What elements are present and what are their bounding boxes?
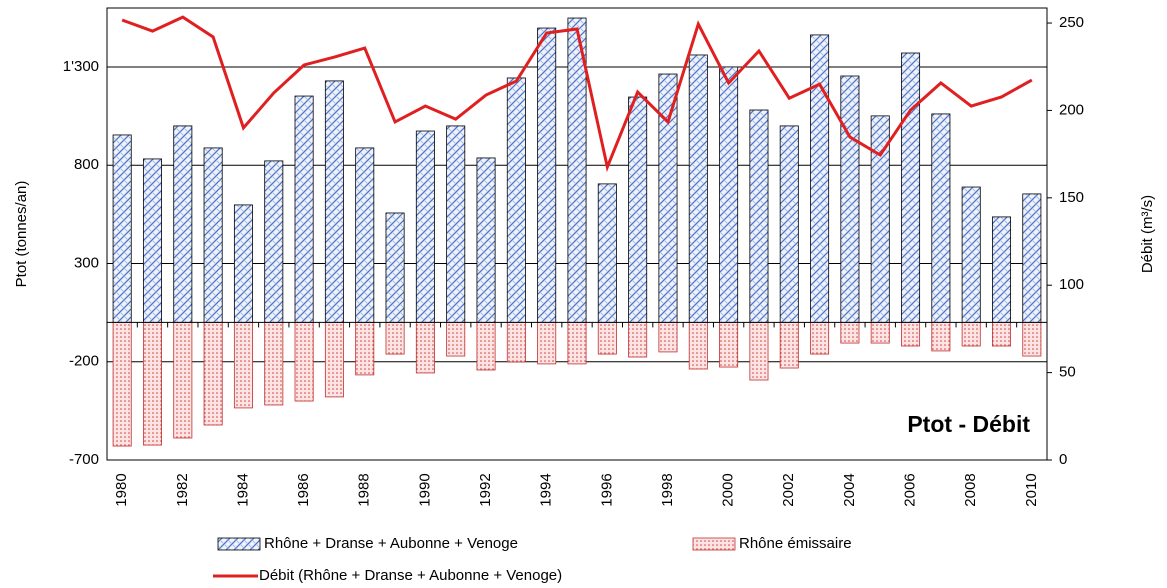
x-tick-label: 1984	[234, 473, 251, 506]
bar	[810, 34, 830, 323]
bar	[961, 186, 981, 323]
y2-tick-label: 250	[1059, 14, 1084, 31]
x-tick-label: 1998	[659, 473, 676, 506]
bar	[142, 322, 162, 446]
bar	[597, 183, 617, 323]
plot-frame	[106, 7, 1048, 461]
bar	[264, 160, 284, 323]
y-tick-label: -200	[69, 353, 99, 370]
bar	[628, 96, 648, 323]
x-tick-label: 2002	[780, 473, 797, 506]
line	[121, 15, 1033, 173]
bar	[173, 125, 193, 323]
bar	[446, 322, 466, 357]
bar	[233, 322, 253, 409]
bar	[719, 322, 739, 368]
bar	[779, 125, 799, 323]
bar	[597, 322, 617, 355]
bar	[749, 109, 769, 323]
chart-title: Ptot - Débit	[907, 411, 1030, 437]
y2-tick-label: 200	[1059, 101, 1084, 118]
x-tick-label: 1980	[113, 473, 130, 506]
bar	[840, 322, 860, 344]
bar	[749, 322, 769, 381]
legend-label: Débit (Rhône + Dranse + Aubonne + Venoge…	[259, 567, 562, 584]
bar	[506, 322, 526, 363]
bar	[294, 322, 314, 402]
bar	[264, 322, 284, 406]
bar	[142, 158, 162, 323]
bar	[355, 147, 375, 323]
x-tick-label: 2010	[1023, 473, 1040, 506]
y2-axis-label: Débit (m³/s)	[1139, 195, 1156, 273]
y-tick-label: 300	[74, 254, 99, 271]
x-tick-label: 1986	[295, 473, 312, 506]
bar	[658, 73, 678, 323]
bar	[992, 322, 1012, 347]
y-tick-label: -700	[69, 451, 99, 468]
bar	[1022, 193, 1042, 323]
bar	[446, 125, 466, 323]
bar	[931, 322, 951, 352]
bar	[324, 322, 344, 398]
bar	[112, 322, 132, 447]
x-tick-label: 1982	[174, 473, 191, 506]
y2-tick-label: 50	[1059, 364, 1076, 381]
x-tick-label: 2008	[962, 473, 979, 506]
bar	[233, 204, 253, 323]
bar	[628, 322, 648, 358]
x-tick-label: 2000	[720, 473, 737, 506]
x-tick-label: 1990	[416, 473, 433, 506]
bar	[870, 322, 890, 344]
y-axis-label: Ptot (tonnes/an)	[13, 181, 30, 288]
bar	[901, 322, 921, 347]
bar	[173, 322, 193, 439]
y2-tick-label: 150	[1059, 189, 1084, 206]
y2-tick-label: 100	[1059, 276, 1084, 293]
bar	[901, 52, 921, 323]
bar	[112, 134, 132, 323]
bar	[658, 322, 678, 353]
bar	[931, 113, 951, 323]
bar	[355, 322, 375, 376]
bar	[961, 322, 981, 347]
x-tick-label: 1994	[538, 473, 555, 506]
bar	[203, 147, 223, 323]
bar	[203, 322, 223, 426]
x-tick-label: 2006	[902, 473, 919, 506]
x-tick-label: 1992	[477, 473, 494, 506]
bar	[294, 95, 314, 323]
bar	[506, 77, 526, 323]
bar	[385, 212, 405, 323]
bar	[688, 54, 708, 323]
legend-swatch	[217, 537, 261, 551]
bar	[385, 322, 405, 355]
y2-tick-label: 0	[1059, 451, 1067, 468]
bar	[476, 322, 496, 371]
bar	[719, 66, 739, 323]
x-tick-label: 1988	[356, 473, 373, 506]
bar	[324, 80, 344, 323]
legend-label: Rhône + Dranse + Aubonne + Venoge	[264, 535, 518, 552]
bar	[992, 216, 1012, 323]
bar	[567, 322, 587, 365]
bar	[688, 322, 708, 370]
x-tick-label: 1996	[598, 473, 615, 506]
bar	[810, 322, 830, 355]
bar	[476, 157, 496, 323]
legend-label: Rhône émissaire	[739, 535, 852, 552]
bar	[779, 322, 799, 369]
legend-swatch	[692, 537, 736, 551]
y-tick-label: 800	[74, 156, 99, 173]
bar	[537, 322, 557, 365]
x-tick-label: 2004	[841, 473, 858, 506]
y-tick-label: 1'300	[63, 58, 99, 75]
bar	[415, 130, 435, 323]
bar	[415, 322, 435, 374]
bar	[840, 75, 860, 323]
bar	[1022, 322, 1042, 357]
bar	[537, 27, 557, 323]
